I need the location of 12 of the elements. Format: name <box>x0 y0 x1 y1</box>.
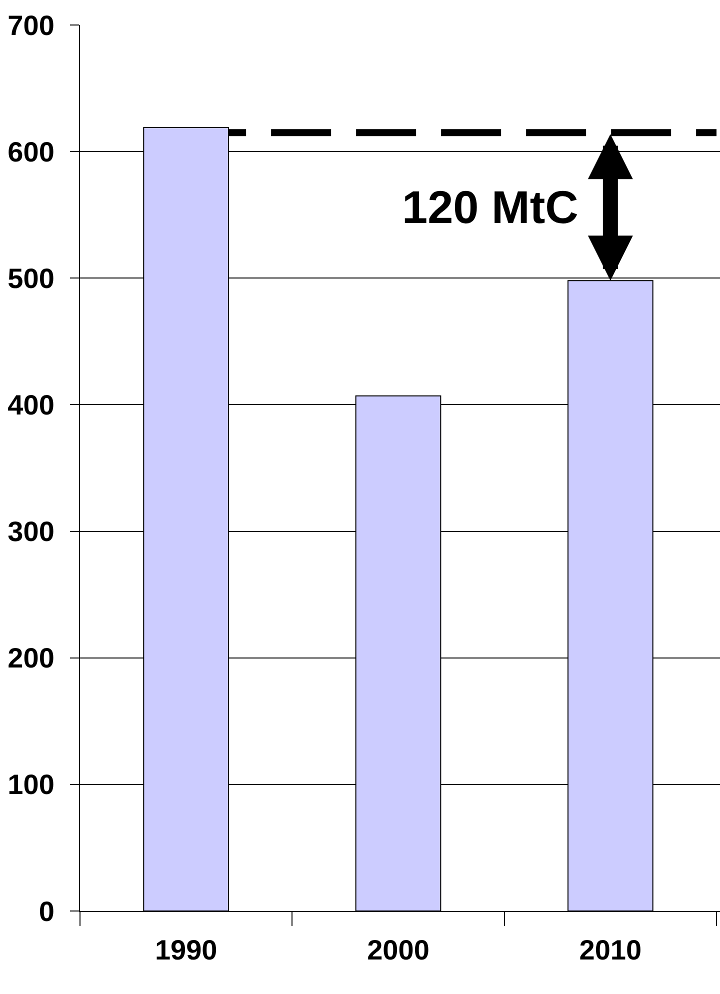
y-tick-label: 400 <box>8 390 54 421</box>
x-tick-label: 2010 <box>579 934 642 966</box>
annotation: 120 MtC <box>402 181 578 233</box>
x-tick-label: 1990 <box>154 934 218 966</box>
y-tick-label: 600 <box>8 136 54 168</box>
x-tick-label: 2000 <box>367 934 430 966</box>
y-tick-label: 500 <box>8 262 54 294</box>
y-tick-label: 200 <box>8 642 54 674</box>
y-tick-label: 0 <box>38 896 54 927</box>
y-tick-label: 300 <box>8 516 54 548</box>
y-tick-label: 700 <box>8 10 54 41</box>
y-tick-label: 100 <box>8 769 54 800</box>
